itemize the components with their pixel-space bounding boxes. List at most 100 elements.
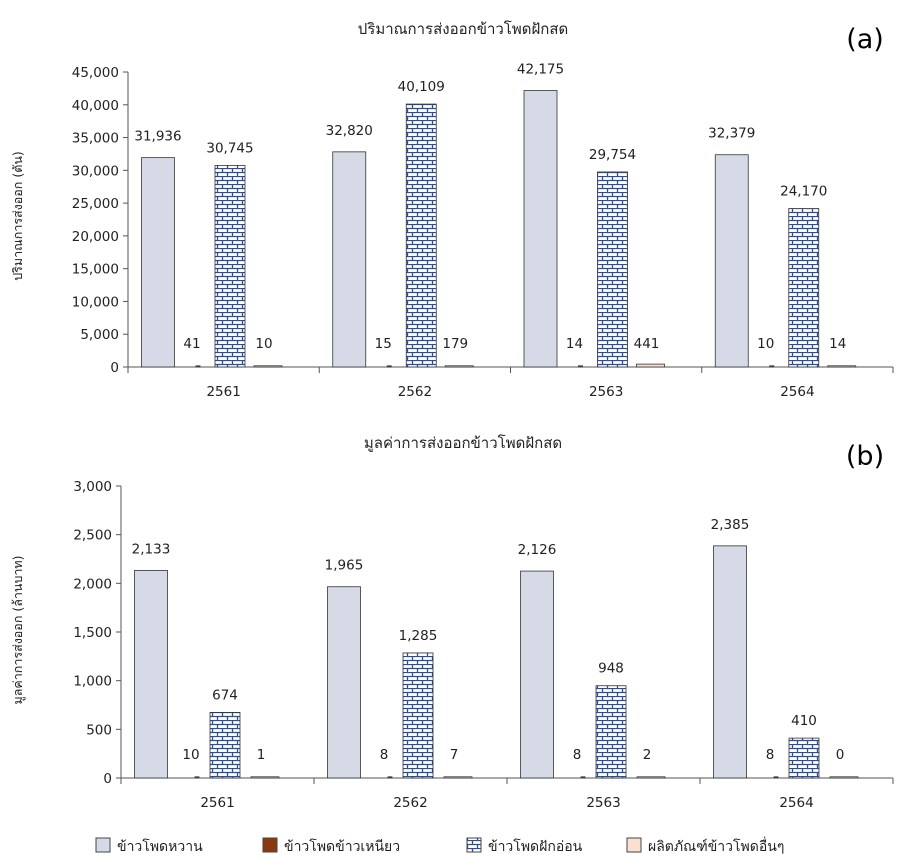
chart-b-x-tick-label: 2563 bbox=[586, 795, 620, 811]
chart-a-y-tick-label: 20,000 bbox=[72, 229, 119, 245]
chart-b-data-label-sweet-corn-2561: 2,133 bbox=[132, 541, 171, 557]
legend-item-sweet-corn: ข้าวโพดหวาน bbox=[95, 837, 203, 855]
chart-a-y-tick-label: 45,000 bbox=[72, 65, 119, 81]
chart-a-x-tick-label: 2562 bbox=[398, 384, 432, 400]
panel-a-export-volume-chart: ปริมาณการส่งออกข้าวโพดฝักสด (a) ปริมาณกา… bbox=[10, 20, 894, 400]
chart-a-data-label-waxy-corn-2562: 15 bbox=[375, 336, 392, 352]
chart-b-data-label-baby-corn-2563: 948 bbox=[598, 661, 624, 677]
legend-label-sweet-corn: ข้าวโพดหวาน bbox=[117, 838, 203, 855]
legend-swatch-other-corn-products bbox=[626, 837, 642, 853]
chart-a-bars bbox=[141, 90, 857, 368]
chart-b-bar-sweet-corn-2562 bbox=[327, 586, 361, 779]
legend-swatch-baby-corn bbox=[466, 837, 482, 853]
chart-a-data-label-sweet-corn-2563: 42,175 bbox=[517, 62, 564, 78]
chart-b-bar-other-corn-products-2564 bbox=[829, 776, 859, 779]
chart-b-y-tick-label: 3,000 bbox=[73, 479, 112, 495]
panel-b-export-value-chart: มูลค่าการส่งออกข้าวโพดฝักสด (b) มูลค่ากา… bbox=[10, 434, 894, 811]
chart-a-data-label-waxy-corn-2564: 10 bbox=[757, 336, 774, 352]
chart-b-data-label-other-corn-products-2563: 2 bbox=[643, 747, 652, 763]
chart-a-bar-sweet-corn-2561 bbox=[141, 157, 175, 368]
chart-a-data-label-sweet-corn-2564: 32,379 bbox=[708, 126, 755, 142]
chart-b-bar-other-corn-products-2563 bbox=[636, 776, 666, 779]
legend-item-baby-corn: ข้าวโพดฝักอ่อน bbox=[466, 837, 583, 855]
chart-a-bar-baby-corn-2563 bbox=[597, 171, 628, 368]
chart-b-data-label-baby-corn-2562: 1,285 bbox=[399, 628, 438, 644]
chart-b-axes: 0 500 1,000 1,500 2,000 2,500 3,000 2561 2562 256… bbox=[73, 479, 894, 811]
chart-a-bar-baby-corn-2562 bbox=[405, 103, 437, 368]
legend-item-waxy-corn: ข้าวโพดข้าวเหนียว bbox=[262, 837, 400, 855]
chart-a-data-label-other-corn-products-2563: 441 bbox=[634, 336, 660, 352]
chart-b-bar-baby-corn-2564 bbox=[788, 737, 820, 779]
chart-b-y-tick-label: 1,500 bbox=[73, 625, 112, 641]
chart-b-bar-waxy-corn-2562 bbox=[387, 776, 393, 779]
chart-a-data-label-sweet-corn-2561: 31,936 bbox=[134, 129, 181, 145]
chart-a-y-tick-label: 5,000 bbox=[80, 327, 119, 343]
chart-a-data-label-waxy-corn-2563: 14 bbox=[566, 336, 583, 352]
chart-b-data-label-baby-corn-2564: 410 bbox=[791, 713, 817, 729]
chart-a-bar-other-corn-products-2562 bbox=[444, 365, 474, 368]
chart-b-data-label-other-corn-products-2562: 7 bbox=[450, 747, 459, 763]
chart-b-data-label-other-corn-products-2561: 1 bbox=[257, 747, 266, 763]
legend-swatch-sweet-corn bbox=[95, 837, 111, 853]
chart-a-bar-sweet-corn-2563 bbox=[523, 90, 558, 368]
chart-b-y-tick-label: 1,000 bbox=[73, 674, 112, 690]
chart-a-bar-other-corn-products-2564 bbox=[827, 365, 857, 368]
chart-b-bar-sweet-corn-2564 bbox=[713, 545, 747, 779]
chart-a-data-label-waxy-corn-2561: 41 bbox=[183, 336, 200, 352]
chart-b-data-label-other-corn-products-2564: 0 bbox=[836, 747, 845, 763]
legend-label-waxy-corn: ข้าวโพดข้าวเหนียว bbox=[284, 838, 400, 855]
chart-b-y-tick-label: 500 bbox=[86, 722, 112, 738]
chart-a-bar-waxy-corn-2562 bbox=[386, 365, 392, 368]
chart-a-data-label-baby-corn-2561: 30,745 bbox=[206, 140, 253, 156]
chart-b-data-label-waxy-corn-2562: 8 bbox=[380, 747, 389, 763]
chart-b-data-label-waxy-corn-2564: 8 bbox=[766, 747, 775, 763]
chart-b-y-tick-label: 2,500 bbox=[73, 528, 112, 544]
chart-b-data-label-waxy-corn-2561: 10 bbox=[182, 747, 199, 763]
chart-a-x-tick-label: 2563 bbox=[589, 384, 623, 400]
chart-b-x-tick-label: 2561 bbox=[200, 795, 234, 811]
chart-a-bar-waxy-corn-2563 bbox=[578, 365, 583, 368]
chart-a-title: ปริมาณการส่งออกข้าวโพดฝักสด bbox=[358, 20, 569, 38]
legend-label-baby-corn: ข้าวโพดฝักอ่อน bbox=[488, 838, 583, 855]
chart-a-bar-sweet-corn-2564 bbox=[714, 154, 749, 368]
chart-b-bar-sweet-corn-2561 bbox=[134, 569, 168, 779]
chart-a-bar-waxy-corn-2561 bbox=[195, 365, 201, 368]
chart-b-bar-baby-corn-2563 bbox=[595, 685, 627, 779]
chart-legend: ข้าวโพดหวาน ข้าวโพดข้าวเหนียว ข้าวโพดฝัก… bbox=[95, 837, 784, 855]
legend-swatch-waxy-corn bbox=[262, 837, 278, 853]
chart-a-x-tick-label: 2561 bbox=[206, 384, 240, 400]
chart-a-axes: 0 5,000 10,000 15,000 20,000 25,000 30,000 35,0… bbox=[72, 65, 894, 400]
chart-a-data-label-baby-corn-2563: 29,754 bbox=[589, 147, 636, 163]
chart-a-x-tick-label: 2564 bbox=[780, 384, 814, 400]
chart-b-data-label-sweet-corn-2563: 2,126 bbox=[518, 542, 557, 558]
chart-a-y-tick-label: 25,000 bbox=[72, 196, 119, 212]
chart-a-data-label-baby-corn-2564: 24,170 bbox=[780, 184, 827, 200]
chart-b-bar-other-corn-products-2561 bbox=[250, 776, 280, 779]
chart-a-bar-baby-corn-2561 bbox=[214, 165, 246, 368]
chart-a-data-label-sweet-corn-2562: 32,820 bbox=[326, 123, 373, 139]
chart-b-bar-baby-corn-2561 bbox=[209, 711, 241, 779]
chart-b-x-tick-label: 2564 bbox=[779, 795, 813, 811]
chart-b-bar-waxy-corn-2563 bbox=[580, 776, 586, 779]
chart-b-x-tick-label: 2562 bbox=[393, 795, 427, 811]
chart-a-data-label-other-corn-products-2562: 179 bbox=[442, 336, 468, 352]
chart-a-y-tick-label: 30,000 bbox=[72, 163, 119, 179]
chart-a-y-tick-label: 0 bbox=[110, 360, 119, 376]
chart-b-data-label-sweet-corn-2562: 1,965 bbox=[325, 558, 364, 574]
panel-b-label: (b) bbox=[846, 441, 884, 472]
chart-b-bars bbox=[134, 545, 859, 779]
chart-a-bar-other-corn-products-2561 bbox=[253, 365, 283, 368]
chart-a-data-labels: 31,936 32,820 42,175 32,379 41 15 14 10 30,745 40… bbox=[134, 62, 846, 352]
chart-a-data-label-baby-corn-2562: 40,109 bbox=[398, 79, 445, 95]
chart-b-data-label-sweet-corn-2564: 2,385 bbox=[711, 517, 750, 533]
chart-b-bar-other-corn-products-2562 bbox=[443, 776, 473, 779]
chart-b-title: มูลค่าการส่งออกข้าวโพดฝักสด bbox=[364, 434, 562, 452]
chart-a-y-tick-label: 10,000 bbox=[72, 294, 119, 310]
chart-a-bar-other-corn-products-2563 bbox=[636, 363, 665, 368]
chart-b-bar-waxy-corn-2564 bbox=[773, 776, 779, 779]
chart-b-data-label-baby-corn-2561: 674 bbox=[212, 687, 238, 703]
legend-label-other-corn-products: ผลิตภัณฑ์ข้าวโพดอื่นๆ bbox=[648, 837, 784, 855]
chart-b-data-label-waxy-corn-2563: 8 bbox=[573, 747, 582, 763]
